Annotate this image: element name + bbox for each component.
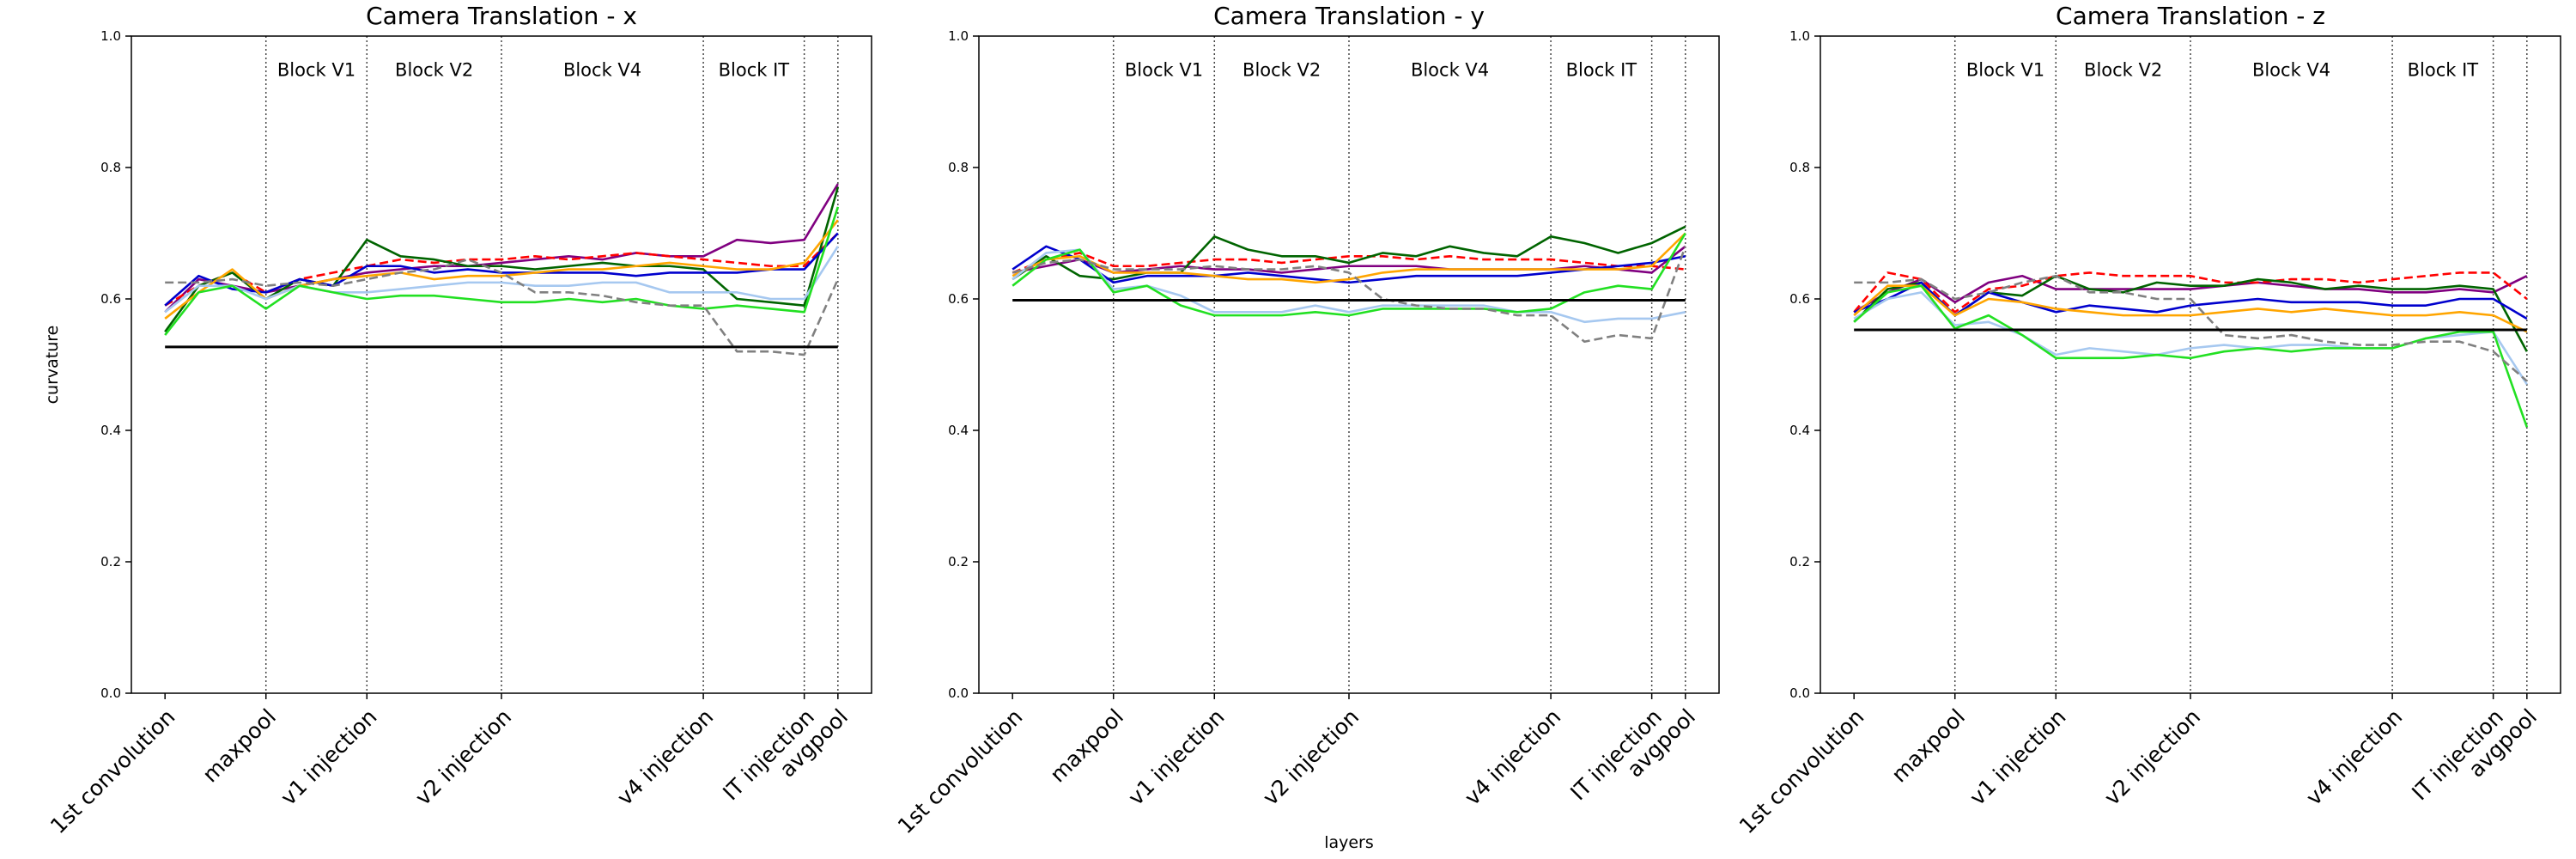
- y-tick-label: 1.0: [100, 28, 121, 44]
- y-tick-label: 0.0: [1789, 685, 1810, 701]
- series-line: [1012, 246, 1687, 344]
- series-line: [1853, 274, 2528, 352]
- series-line: [1012, 252, 1686, 274]
- y-tick-label: 1.0: [948, 28, 969, 44]
- block-label: Block IT: [1566, 59, 1637, 80]
- subplot: Camera Translation - z 0.0 0.2 0.4 0.6 0.8 1.0…: [1735, 2, 2561, 838]
- subplot-title: Camera Translation - y: [1213, 2, 1485, 30]
- y-tick-label: 0.2: [100, 554, 121, 570]
- y-tick-label: 0.6: [100, 291, 121, 307]
- x-tick-label: v2 injection: [410, 704, 516, 810]
- subplot-title: Camera Translation - x: [366, 2, 637, 30]
- series-line: [164, 206, 840, 336]
- block-label: Block V1: [1125, 59, 1203, 80]
- x-tick-label: maxpool: [1886, 704, 1970, 788]
- y-axis-label: curvature: [43, 326, 62, 405]
- series-line: [164, 186, 840, 333]
- subplot-title: Camera Translation - z: [2056, 2, 2325, 30]
- y-tick-label: 0.6: [1789, 291, 1810, 307]
- series-line: [1012, 225, 1686, 281]
- y-tick-label: 0.0: [948, 685, 969, 701]
- y-tick-label: 0.8: [1789, 160, 1810, 175]
- series-line: [1853, 284, 2528, 333]
- x-axis-label: layers: [1324, 833, 1374, 852]
- x-tick-label: v1 injection: [276, 704, 381, 810]
- series-line: [165, 258, 840, 356]
- x-tick-label: v1 injection: [1965, 704, 2070, 810]
- axes-frame: [131, 35, 872, 694]
- y-tick-label: 0.8: [100, 160, 121, 175]
- x-tick-label: v4 injection: [1460, 704, 1565, 810]
- x-tick-label: 1st convolution: [893, 704, 1028, 839]
- y-tick-label: 0.2: [948, 554, 969, 570]
- y-tick-label: 0.0: [100, 685, 121, 701]
- subplot: Camera Translation - y 0.0 0.2 0.4 0.6 0.8 1.0…: [893, 2, 1720, 852]
- x-tick-label: v4 injection: [2301, 704, 2407, 810]
- y-tick-label: 0.4: [100, 423, 121, 438]
- block-label: Block IT: [719, 59, 790, 80]
- series-line: [164, 232, 839, 307]
- x-tick-label: v2 injection: [2099, 704, 2205, 810]
- x-tick-label: 1st convolution: [1735, 704, 1869, 839]
- series-line: [1854, 274, 2528, 382]
- block-label: Block V1: [1966, 59, 2044, 80]
- axes-frame: [978, 35, 1720, 694]
- subplot: Camera Translation - x 0.0 0.2 0.4 0.6 0.8 1.0…: [43, 2, 872, 838]
- series-line: [1853, 284, 2529, 428]
- x-tick-label: v2 injection: [1258, 704, 1364, 810]
- y-tick-label: 0.8: [948, 160, 969, 175]
- x-tick-label: maxpool: [197, 704, 281, 788]
- block-label: Block IT: [2408, 59, 2479, 80]
- block-label: Block V2: [2084, 59, 2162, 80]
- series-line: [164, 246, 839, 314]
- y-tick-label: 0.2: [1789, 554, 1810, 570]
- series-line: [164, 183, 839, 314]
- block-label: Block V2: [1242, 59, 1321, 80]
- axes-frame: [1820, 35, 2561, 694]
- block-label: Block V4: [563, 59, 641, 80]
- block-label: Block V4: [1411, 59, 1489, 80]
- series-line: [1853, 281, 2528, 320]
- y-tick-label: 1.0: [1789, 28, 1810, 44]
- y-tick-label: 0.4: [1789, 423, 1810, 438]
- x-tick-label: 1st convolution: [46, 704, 180, 839]
- x-tick-label: v1 injection: [1123, 704, 1229, 810]
- x-tick-label: v4 injection: [612, 704, 718, 810]
- series-line: [1012, 232, 1686, 284]
- series-line: [1853, 271, 2528, 314]
- y-tick-label: 0.4: [948, 423, 969, 438]
- block-label: Block V2: [395, 59, 473, 80]
- block-label: Block V4: [2252, 59, 2330, 80]
- series-line: [1012, 248, 1686, 324]
- block-label: Block V1: [277, 59, 355, 80]
- series-line: [1012, 232, 1686, 317]
- x-tick-label: maxpool: [1045, 704, 1128, 788]
- y-tick-label: 0.6: [948, 291, 969, 307]
